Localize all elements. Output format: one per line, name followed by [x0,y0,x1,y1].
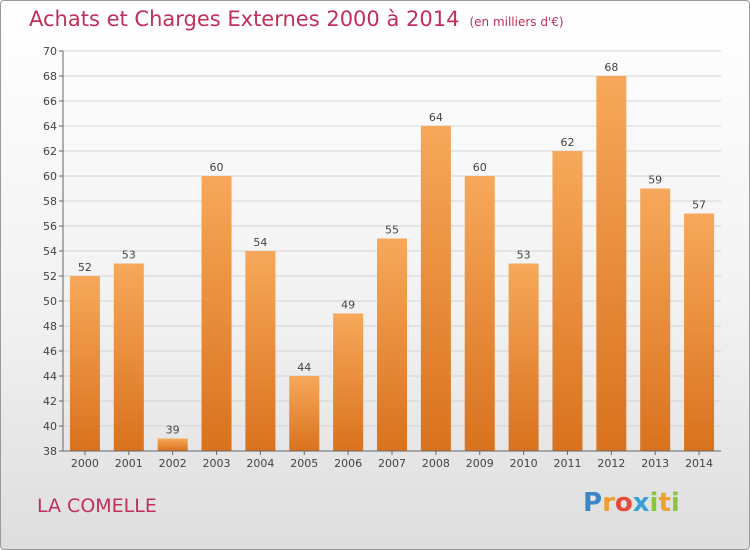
y-tick-label: 40 [43,420,57,433]
x-tick-label-2013: 2013 [641,457,669,470]
y-axis-ticks: 38 40 42 44 46 48 50 52 54 56 58 60 62 64 66 68 70 [43,45,63,458]
value-label-2010: 53 [517,249,531,262]
chart-title-text: Achats et Charges Externes 2000 à 2014 [29,7,460,31]
bar-2007 [377,238,407,451]
value-label-2012: 68 [604,61,618,74]
y-tick-label: 66 [43,95,57,108]
x-tick-label-2012: 2012 [597,457,625,470]
bar-2013 [640,188,671,451]
value-label-2009: 60 [473,161,487,174]
bar-2008 [420,126,451,451]
bar-2002 [157,438,188,451]
y-tick-label: 42 [43,395,57,408]
value-label-2005: 44 [297,361,311,374]
x-tick-label-2007: 2007 [378,457,406,470]
bar-2005 [289,376,320,451]
bar-2001 [113,263,144,451]
chart-unit: (en milliers d'€) [469,15,564,29]
x-axis-ticks: 2000 2001 2002 2003 2004 2005 2006 2007 2008 2009… [71,451,713,470]
bar-2012 [596,76,627,451]
x-tick-label-2001: 2001 [115,457,143,470]
y-tick-label: 52 [43,270,57,283]
y-tick-label: 60 [43,170,57,183]
y-tick-label: 44 [43,370,57,383]
x-tick-label-2002: 2002 [159,457,187,470]
x-tick-label-2009: 2009 [466,457,494,470]
bar-2004 [245,251,276,451]
value-label-2003: 60 [210,161,224,174]
x-tick-label-2000: 2000 [71,457,99,470]
bar-2009 [464,176,495,451]
y-tick-label: 62 [43,145,57,158]
value-label-2008: 64 [429,111,443,124]
y-tick-label: 38 [43,445,57,458]
value-label-2014: 57 [692,199,706,212]
y-tick-label: 50 [43,295,57,308]
x-tick-label-2004: 2004 [246,457,274,470]
value-label-2000: 52 [78,261,92,274]
bars [69,76,715,451]
value-labels: 52 53 39 60 54 44 49 55 64 60 53 62 68 59 57 [78,61,706,437]
y-tick-label: 58 [43,195,57,208]
x-tick-label-2014: 2014 [685,457,713,470]
value-label-2006: 49 [341,299,355,312]
chart-title: Achats et Charges Externes 2000 à 2014 (e… [29,7,564,31]
value-label-2001: 53 [122,249,136,262]
bar-2003 [201,176,232,451]
x-tick-label-2005: 2005 [290,457,318,470]
bar-2010 [508,263,539,451]
bar-2000 [69,276,100,451]
y-tick-label: 46 [43,345,57,358]
value-label-2007: 55 [385,224,399,237]
x-tick-label-2008: 2008 [422,457,450,470]
y-tick-label: 48 [43,320,57,333]
bar-2014 [684,213,715,451]
commune-name: LA COMELLE [37,495,157,517]
bar-2011 [552,151,583,451]
value-label-2004: 54 [253,236,267,249]
bar-2006 [333,313,364,451]
value-label-2002: 39 [166,424,180,437]
y-tick-label: 70 [43,45,57,58]
proxiti-logo: Proxiti [583,488,680,518]
value-label-2011: 62 [560,136,574,149]
x-tick-label-2010: 2010 [510,457,538,470]
y-tick-label: 54 [43,245,57,258]
value-label-2013: 59 [648,174,662,187]
x-tick-label-2006: 2006 [334,457,362,470]
x-tick-label-2011: 2011 [553,457,581,470]
y-tick-label: 64 [43,120,57,133]
y-tick-label: 68 [43,70,57,83]
y-tick-label: 56 [43,220,57,233]
x-tick-label-2003: 2003 [203,457,231,470]
